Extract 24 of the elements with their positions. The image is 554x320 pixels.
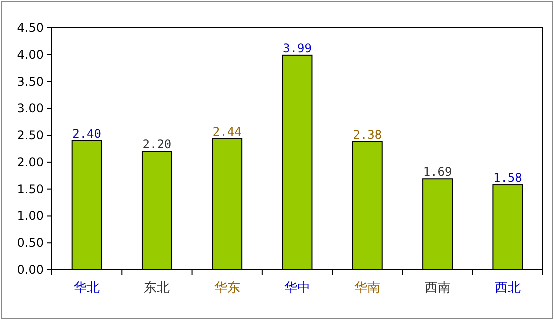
x-tick-label: 华东	[214, 281, 240, 296]
y-tick-label: 0.00	[17, 263, 44, 277]
x-tick-label: 西南	[424, 281, 451, 296]
data-label: 1.69	[423, 165, 452, 180]
y-tick-label: 3.00	[17, 102, 44, 116]
data-label: 2.44	[212, 124, 242, 139]
y-tick-label: 4.50	[17, 21, 44, 35]
x-tick-label: 华南	[354, 281, 381, 296]
y-tick-label: 4.00	[17, 48, 44, 62]
data-label: 2.20	[142, 138, 172, 152]
y-tick-label: 1.50	[17, 182, 44, 196]
data-label: 2.40	[72, 126, 102, 141]
data-label: 1.58	[493, 171, 522, 186]
x-tick-label: 西北	[494, 281, 521, 296]
y-tick-label: 2.00	[17, 155, 44, 170]
y-tick-label: 0.50	[17, 236, 44, 250]
y-tick-label: 1.00	[17, 209, 44, 224]
data-label: 2.38	[353, 128, 382, 142]
x-tick-label: 华中	[284, 281, 310, 296]
x-tick-label: 东北	[144, 281, 170, 296]
data-label: 3.99	[283, 41, 312, 56]
y-tick-label: 2.50	[17, 128, 44, 143]
x-tick-label: 华北	[74, 281, 100, 296]
y-tick-label: 3.50	[17, 74, 44, 89]
